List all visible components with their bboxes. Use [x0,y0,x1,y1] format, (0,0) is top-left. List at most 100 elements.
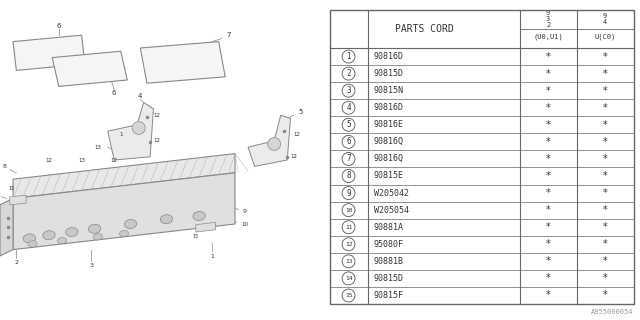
Text: 2: 2 [346,69,351,78]
Text: *: * [603,205,607,215]
Text: 90816Q: 90816Q [374,137,404,146]
Text: A955000054: A955000054 [591,309,634,315]
Text: *: * [546,291,550,300]
Text: 12: 12 [111,157,118,163]
Text: *: * [603,222,607,232]
Text: *: * [603,171,607,181]
Text: *: * [546,52,550,61]
Circle shape [268,138,281,150]
Text: 95080F: 95080F [374,240,404,249]
Text: 12: 12 [45,157,52,163]
Text: 1: 1 [346,52,351,61]
Text: 11: 11 [345,225,352,230]
Ellipse shape [58,237,67,244]
Text: 3: 3 [346,86,351,95]
Text: 13: 13 [95,145,101,150]
Polygon shape [10,195,26,205]
Text: (U0,U1): (U0,U1) [533,34,563,41]
Circle shape [132,122,145,134]
Polygon shape [13,173,235,250]
Ellipse shape [193,212,205,220]
Text: *: * [603,68,607,79]
Text: 90816E: 90816E [374,120,404,129]
Text: 15: 15 [345,293,352,298]
Text: *: * [546,120,550,130]
Text: 13: 13 [78,157,85,163]
Ellipse shape [28,241,37,247]
Text: *: * [546,103,550,113]
Text: *: * [603,52,607,61]
Text: 13: 13 [345,259,352,264]
Text: *: * [603,154,607,164]
Text: 90816Q: 90816Q [374,155,404,164]
Text: 3: 3 [90,263,93,268]
Text: 9
3
2: 9 3 2 [546,10,550,28]
Text: *: * [546,137,550,147]
Text: 6: 6 [346,137,351,146]
Text: 90815E: 90815E [374,172,404,180]
Text: 5: 5 [298,109,303,115]
Text: *: * [546,68,550,79]
Text: *: * [546,154,550,164]
Polygon shape [52,51,127,86]
Text: 4: 4 [138,93,143,99]
Ellipse shape [160,215,173,224]
Text: 9
4: 9 4 [603,13,607,25]
Text: *: * [603,137,607,147]
Text: 8: 8 [346,172,351,180]
Text: 90815F: 90815F [374,291,404,300]
Text: 12: 12 [153,113,160,118]
Text: *: * [546,256,550,266]
Text: 15: 15 [8,186,15,191]
Text: *: * [546,222,550,232]
Text: 9: 9 [346,188,351,197]
Text: 5: 5 [346,120,351,129]
Text: 1: 1 [119,132,122,137]
Text: *: * [546,86,550,96]
Ellipse shape [93,234,102,240]
Text: 8: 8 [3,164,7,169]
Text: 12: 12 [291,154,297,159]
Text: *: * [603,86,607,96]
Polygon shape [13,35,85,70]
Text: *: * [546,171,550,181]
Text: 90881B: 90881B [374,257,404,266]
Text: U(C0): U(C0) [595,34,616,41]
Text: 10: 10 [241,221,248,227]
Ellipse shape [88,224,101,233]
Polygon shape [196,222,216,232]
Ellipse shape [66,228,78,236]
Ellipse shape [124,220,137,228]
Text: W205054: W205054 [374,206,409,215]
Text: 90815D: 90815D [374,69,404,78]
Text: PARTS CORD: PARTS CORD [396,24,454,34]
Text: 90816D: 90816D [374,103,404,112]
Polygon shape [248,115,291,166]
Text: 1: 1 [210,253,214,259]
Text: *: * [546,239,550,249]
Polygon shape [140,42,225,83]
Text: *: * [603,120,607,130]
Polygon shape [13,154,235,198]
Text: 90815D: 90815D [374,274,404,283]
Text: 7: 7 [226,32,231,38]
Text: 90815N: 90815N [374,86,404,95]
Text: 14: 14 [345,276,352,281]
Text: 90881A: 90881A [374,223,404,232]
Text: 2: 2 [14,260,19,265]
Text: 90816D: 90816D [374,52,404,61]
Text: 4: 4 [346,103,351,112]
Text: 12: 12 [345,242,352,247]
Text: W205042: W205042 [374,188,409,197]
Polygon shape [108,102,154,160]
Text: 12: 12 [294,132,301,137]
Ellipse shape [43,231,55,240]
Text: *: * [603,256,607,266]
Text: 10: 10 [345,208,352,212]
Text: *: * [546,273,550,284]
Text: *: * [546,188,550,198]
Text: *: * [603,273,607,284]
Text: *: * [603,239,607,249]
Text: 7: 7 [346,155,351,164]
Text: 6: 6 [56,23,61,28]
